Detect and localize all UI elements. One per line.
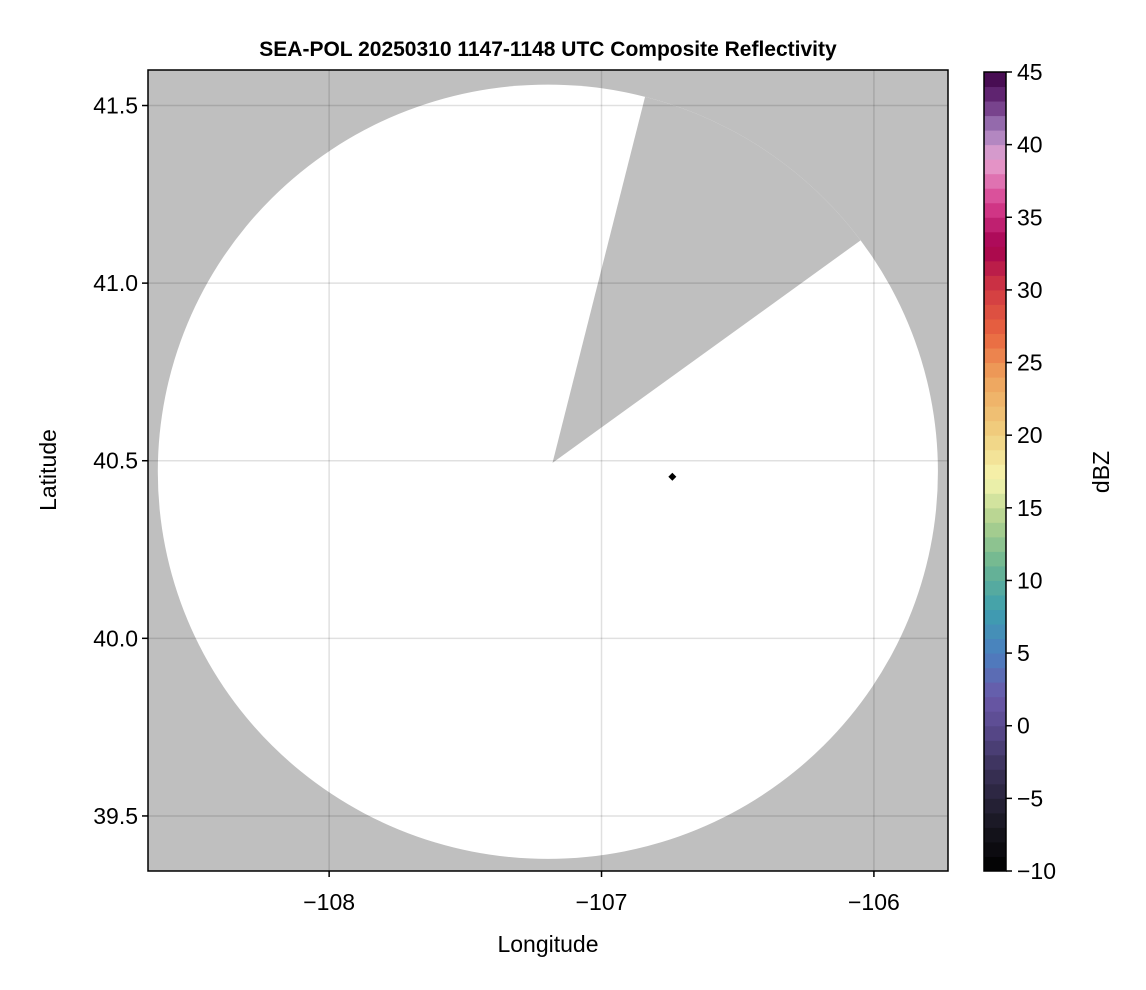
- colorbar-band: [984, 435, 1006, 451]
- colorbar-tick-label: 15: [1017, 495, 1043, 521]
- colorbar-band: [984, 493, 1006, 509]
- x-tick-label: −108: [303, 889, 355, 915]
- colorbar-band: [984, 449, 1006, 465]
- colorbar-band: [984, 159, 1006, 175]
- colorbar-band: [984, 217, 1006, 233]
- x-tick-label: −106: [848, 889, 900, 915]
- colorbar-band: [984, 740, 1006, 756]
- colorbar-band: [984, 202, 1006, 218]
- colorbar-tick-label: 20: [1017, 422, 1043, 448]
- x-tick-label: −107: [576, 889, 628, 915]
- colorbar-band: [984, 682, 1006, 698]
- y-axis: 39.5 40.0 40.5 41.0 41.5: [93, 93, 148, 829]
- colorbar: −10 −5 0 5 10 15 20 25 30 35 40 45: [983, 59, 1056, 884]
- colorbar-band: [984, 72, 1006, 88]
- colorbar-band: [984, 173, 1006, 189]
- colorbar-band: [984, 362, 1006, 378]
- y-tick-label: 41.5: [93, 93, 138, 119]
- colorbar-band: [984, 318, 1006, 334]
- colorbar-tick-label: 10: [1017, 567, 1043, 593]
- colorbar-band: [984, 115, 1006, 131]
- colorbar-band: [984, 754, 1006, 770]
- colorbar-band: [984, 812, 1006, 828]
- colorbar-tick-label: 5: [1017, 640, 1030, 666]
- colorbar-band: [984, 638, 1006, 654]
- grid-lines: [148, 70, 948, 871]
- colorbar-tick-label: 35: [1017, 204, 1043, 230]
- colorbar-band: [984, 333, 1006, 349]
- colorbar-band: [984, 507, 1006, 523]
- colorbar-frame: [983, 71, 1007, 872]
- colorbar-band: [984, 536, 1006, 552]
- colorbar-tick-label: 25: [1017, 350, 1043, 376]
- colorbar-band: [984, 231, 1006, 247]
- colorbar-band: [984, 86, 1006, 102]
- colorbar-band: [984, 609, 1006, 625]
- colorbar-tick-label: 0: [1017, 713, 1030, 739]
- colorbar-tick-label: −10: [1017, 858, 1056, 884]
- y-tick-label: 41.0: [93, 270, 138, 296]
- colorbar-band: [984, 289, 1006, 305]
- blocked-sector: [552, 84, 938, 463]
- colorbar-band: [984, 391, 1006, 407]
- colorbar-band: [984, 348, 1006, 364]
- colorbar-label: dBZ: [1088, 451, 1114, 493]
- colorbar-band: [984, 769, 1006, 785]
- colorbar-band: [984, 130, 1006, 146]
- colorbar-tick-label: 30: [1017, 277, 1043, 303]
- colorbar-band: [984, 783, 1006, 799]
- colorbar-band: [984, 246, 1006, 262]
- colorbar-band: [984, 551, 1006, 567]
- colorbar-band: [984, 377, 1006, 393]
- colorbar-band: [984, 406, 1006, 422]
- colorbar-band: [984, 420, 1006, 436]
- y-tick-label: 39.5: [93, 803, 138, 829]
- colorbar-band: [984, 667, 1006, 683]
- colorbar-band: [984, 522, 1006, 538]
- colorbar-band: [984, 188, 1006, 204]
- radar-location-marker: [668, 472, 677, 481]
- colorbar-band: [984, 101, 1006, 117]
- colorbar-band: [984, 653, 1006, 669]
- chart-title: SEA-POL 20250310 1147-1148 UTC Composite…: [259, 38, 837, 61]
- colorbar-tick-label: 40: [1017, 132, 1043, 158]
- colorbar-band: [984, 711, 1006, 727]
- colorbar-band: [984, 464, 1006, 480]
- colorbar-band: [984, 594, 1006, 611]
- colorbar-band: [984, 856, 1006, 872]
- colorbar-band: [984, 565, 1006, 581]
- colorbar-band: [984, 827, 1006, 843]
- colorbar-tick-label: −5: [1017, 785, 1043, 811]
- colorbar-band: [984, 478, 1006, 494]
- colorbar-band: [984, 624, 1006, 640]
- colorbar-band: [984, 260, 1006, 276]
- y-tick-label: 40.0: [93, 625, 138, 651]
- colorbar-band: [984, 696, 1006, 712]
- colorbar-band: [984, 580, 1006, 596]
- colorbar-band: [984, 304, 1006, 320]
- colorbar-band: [984, 798, 1006, 814]
- y-axis-label: Latitude: [35, 429, 61, 511]
- colorbar-band: [984, 144, 1006, 160]
- x-axis: −108 −107 −106: [303, 871, 900, 915]
- x-axis-label: Longitude: [497, 931, 598, 957]
- plot-frame: [147, 69, 949, 872]
- colorbar-tick-label: 45: [1017, 59, 1043, 85]
- colorbar-band: [984, 841, 1006, 857]
- y-tick-label: 40.5: [93, 448, 138, 474]
- colorbar-band: [984, 275, 1006, 291]
- colorbar-band: [984, 725, 1006, 741]
